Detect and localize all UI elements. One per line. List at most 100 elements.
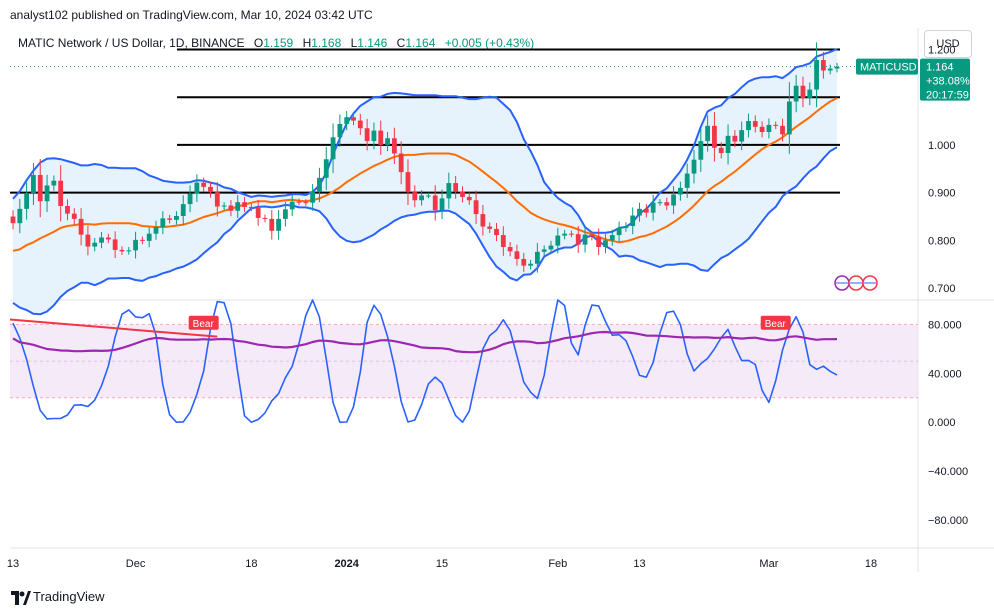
candle: [664, 202, 670, 206]
candle: [500, 235, 506, 248]
candle: [616, 227, 622, 236]
time-axis-tick: Mar: [759, 558, 778, 570]
candle: [371, 130, 377, 142]
candle: [126, 250, 132, 252]
candle: [426, 195, 431, 197]
price-tag-bg: [920, 58, 970, 101]
candle: [119, 249, 125, 252]
close-value: 1.164: [405, 36, 436, 50]
stochastic-axis-tick: −80.000: [928, 515, 968, 527]
bollinger-basis-line: [12, 97, 838, 252]
candle: [650, 202, 656, 213]
time-axis-tick: 18: [245, 558, 257, 570]
price-tag: MATICUSD 1.164 +38.08% 20:17:59: [10, 58, 970, 102]
time-axis-tick: 13: [7, 558, 19, 570]
candle: [296, 201, 302, 203]
candle: [187, 193, 193, 205]
event-flags-icon[interactable]: [834, 275, 878, 291]
candle: [725, 135, 731, 154]
candle: [507, 247, 513, 252]
candle: [807, 89, 813, 99]
candle: [330, 137, 336, 160]
candle: [609, 235, 615, 241]
time-axis-tick: 18: [865, 558, 877, 570]
price-axis-tick: 1.200: [928, 44, 956, 56]
stochastic-d-line: [12, 330, 838, 354]
candle: [139, 239, 145, 241]
candle: [657, 202, 663, 204]
stochastic-axis-tick: 0.000: [928, 417, 956, 429]
candle: [391, 138, 397, 154]
candle: [589, 234, 595, 237]
publish-bar: analyst102 published on TradingView.com,…: [0, 0, 994, 28]
candle: [221, 205, 227, 207]
candle: [378, 130, 384, 145]
candle: [310, 192, 316, 203]
candle: [528, 263, 533, 266]
candle: [78, 218, 84, 235]
footer-brand[interactable]: TradingView: [33, 589, 105, 604]
candle: [439, 198, 445, 211]
stochastic-pane: Bear Bear: [9, 299, 918, 424]
bear-signal-label: Bear: [193, 319, 215, 330]
symbol-title[interactable]: MATIC Network / US Dollar, 1D, BINANCE: [18, 36, 245, 50]
candle: [643, 208, 649, 213]
candle: [303, 202, 309, 204]
candle: [10, 216, 16, 224]
candle: [337, 123, 343, 138]
time-axis-tick: 13: [633, 558, 645, 570]
candle: [834, 66, 840, 69]
candle: [24, 193, 30, 209]
candle: [773, 124, 779, 126]
candle: [58, 180, 64, 206]
candle: [71, 213, 77, 219]
candle: [112, 239, 118, 250]
candle: [548, 245, 554, 250]
candle: [800, 85, 806, 99]
candles: [10, 42, 840, 273]
candle: [201, 182, 207, 187]
candle: [85, 234, 91, 247]
stochastic-axis-tick: 40.000: [928, 368, 962, 380]
candle: [534, 251, 540, 264]
candle: [487, 226, 493, 229]
candle: [820, 59, 826, 71]
high-label: H: [302, 36, 312, 50]
candle: [575, 234, 581, 245]
time-axis-tick: 15: [436, 558, 448, 570]
candle: [65, 205, 70, 214]
candle: [460, 191, 465, 197]
stochastic-axis-tick: 80.000: [928, 319, 962, 331]
candle: [698, 141, 704, 160]
candle: [398, 153, 404, 173]
candle: [446, 183, 452, 199]
tradingview-logo-icon: [11, 591, 31, 605]
candle: [255, 207, 261, 218]
candle: [814, 59, 819, 90]
candle: [691, 159, 697, 174]
time-axis-tick: 2024: [334, 558, 359, 570]
chart-canvas[interactable]: MATICUSD 1.164 +38.08% 20:17:59 Bear Bear 1.…: [0, 0, 994, 583]
candle: [752, 121, 758, 127]
currency-button[interactable]: USD: [924, 30, 972, 58]
candle: [623, 226, 629, 228]
high-value: 1.168: [311, 36, 342, 50]
candle: [637, 208, 642, 216]
candle: [276, 218, 281, 231]
candle: [92, 242, 98, 247]
candle: [630, 215, 636, 227]
candle: [283, 209, 288, 219]
candle: [248, 206, 254, 208]
bollinger-lower-line: [12, 146, 838, 316]
candle: [786, 101, 792, 135]
candle: [344, 117, 350, 124]
stochastic-trend-line: [9, 318, 218, 338]
candle: [323, 159, 329, 178]
candle: [480, 214, 486, 227]
close-label: C: [396, 36, 406, 50]
price-tag-change: +38.08%: [926, 76, 970, 88]
candle: [167, 218, 173, 220]
candle: [541, 249, 547, 252]
candle: [419, 195, 424, 201]
symbol-tag-bg: [856, 58, 918, 75]
